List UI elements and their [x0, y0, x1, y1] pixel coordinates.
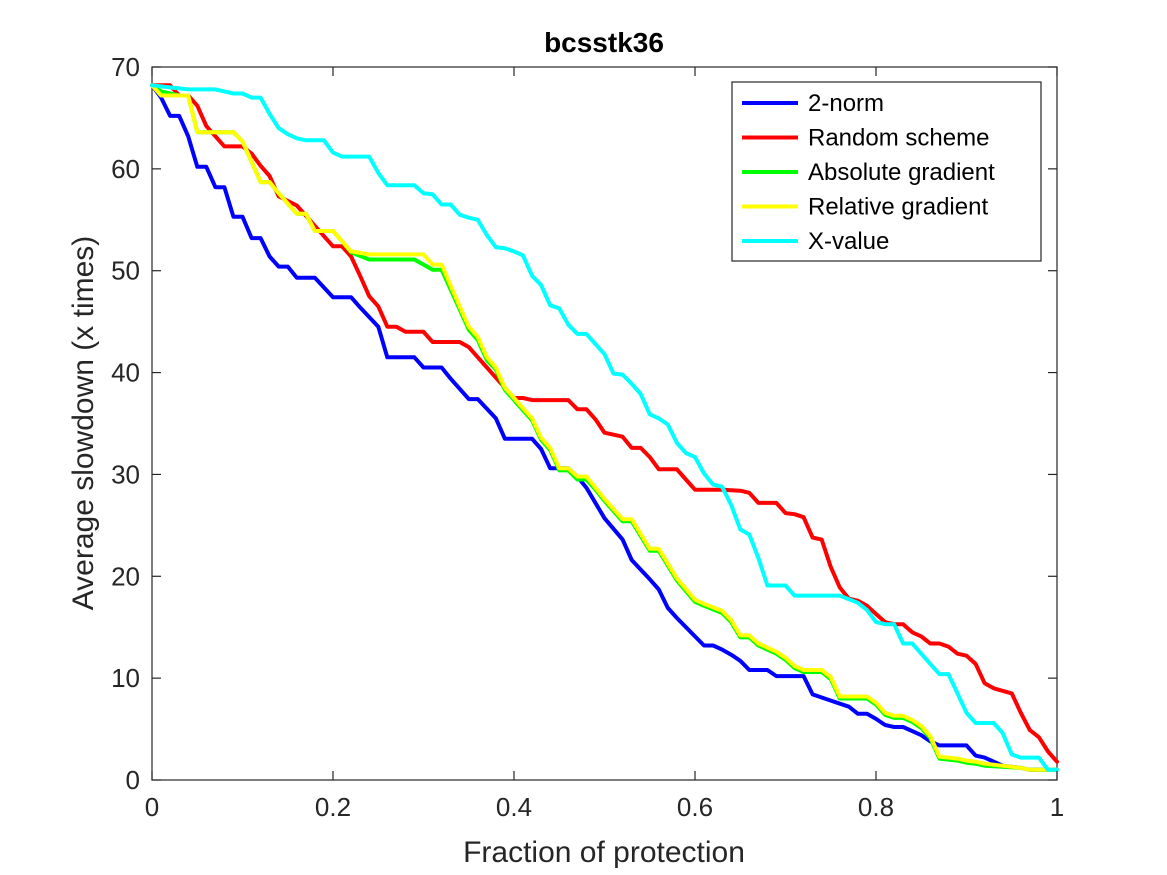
legend: 2-norm Random scheme Absolute gradient Rela…	[731, 81, 1042, 262]
y-tick-label: 30	[111, 459, 140, 489]
y-tick-label: 10	[111, 663, 140, 693]
y-tick-label: 40	[111, 358, 140, 388]
series-line-5	[150, 83, 1059, 772]
series-line-4	[150, 83, 1059, 772]
legend-entry-label: Relative gradient	[808, 194, 988, 221]
y-tick-label: 70	[111, 52, 140, 82]
x-axis-label: Fraction of protection	[463, 836, 745, 869]
x-tick-label: 0.2	[315, 792, 351, 822]
legend-entry-label: X-value	[808, 228, 889, 255]
x-tick-label: 0.8	[858, 792, 894, 822]
chart-title: bcsstk36	[544, 27, 664, 58]
legend-items: 2-norm Random scheme Absolute gradient Rela…	[742, 90, 995, 255]
y-tick-label: 60	[111, 154, 140, 184]
series-line-1	[150, 83, 1059, 772]
series-layer	[150, 83, 1059, 772]
y-tick-label: 20	[111, 561, 140, 591]
y-axis-label: Average slowdown (x times)	[67, 236, 100, 611]
x-tick-label: 0	[145, 792, 159, 822]
y-tick-label: 50	[111, 256, 140, 286]
y-tick-label: 0	[126, 765, 140, 795]
x-axis-ticks: 0 0.2 0.4 0.6 0.8 1	[145, 67, 1064, 822]
legend-entry-label: Random scheme	[808, 125, 989, 152]
x-tick-label: 1	[1050, 792, 1064, 822]
y-axis-ticks: 0 10 20 30 40 50 60 70	[111, 52, 1057, 795]
legend-entry-label: Absolute gradient	[808, 159, 995, 186]
x-tick-label: 0.6	[677, 792, 713, 822]
x-tick-label: 0.4	[496, 792, 532, 822]
legend-entry-label: 2-norm	[808, 90, 884, 117]
